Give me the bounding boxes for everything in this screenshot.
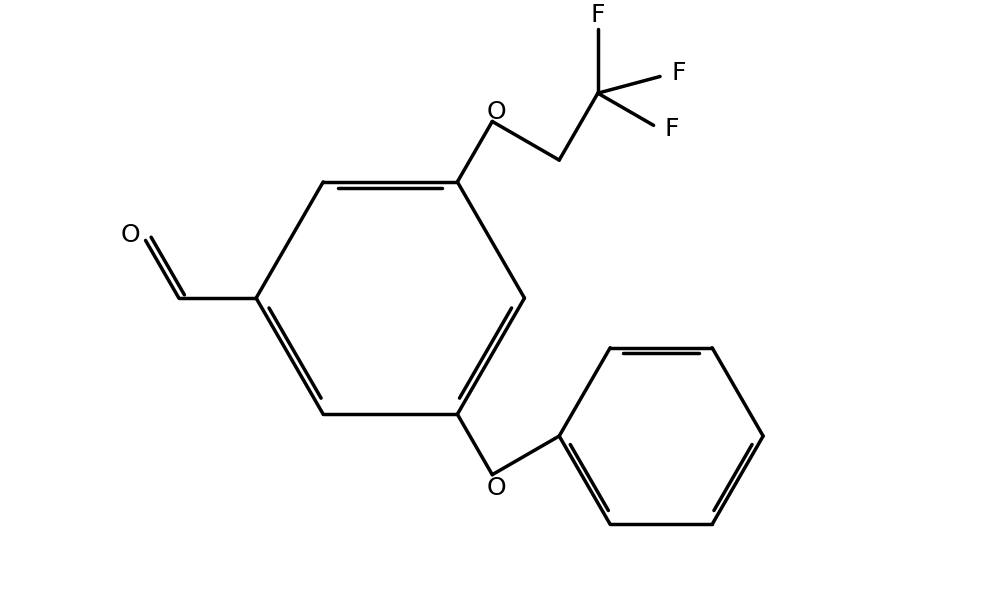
Text: O: O (487, 100, 506, 124)
Text: O: O (487, 476, 506, 500)
Text: F: F (671, 61, 685, 85)
Text: F: F (665, 116, 679, 140)
Text: F: F (591, 3, 605, 27)
Text: O: O (121, 223, 141, 247)
